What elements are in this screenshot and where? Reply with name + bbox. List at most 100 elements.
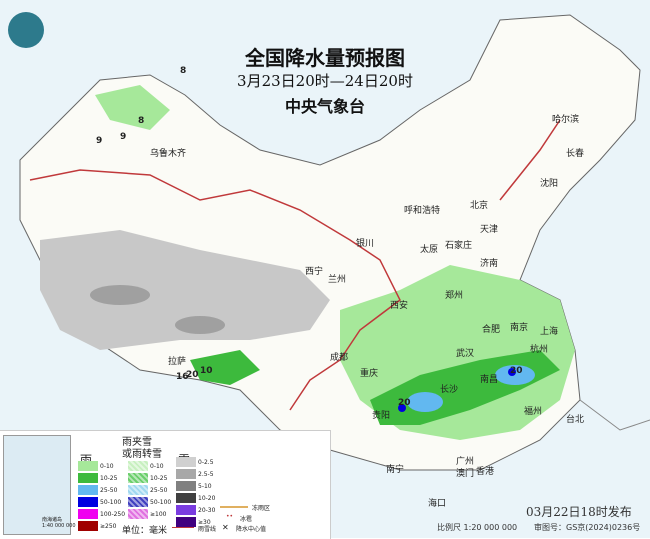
- sleet-swatch-label: 50-100: [150, 499, 172, 506]
- city-label: 广州: [456, 457, 475, 467]
- city-label: 银川: [356, 239, 375, 249]
- snow-swatch-label: 0-2.5: [198, 459, 214, 466]
- city-label: 南宁: [386, 465, 405, 475]
- city-label: 上海: [540, 327, 559, 337]
- rain-snow-line: [29, 119, 561, 411]
- center-value: 9: [120, 132, 127, 142]
- rain-swatch: [78, 473, 98, 483]
- city-label: 沈阳: [540, 179, 559, 189]
- scale-label: 比例尺 1:20 000 000: [437, 523, 518, 532]
- rain-area-tibet: [190, 350, 260, 385]
- legend: 南海诸岛 1:40 000 000 雨 雨夹雪 或雨转雪 雪 0-1010-25…: [0, 430, 331, 539]
- symbol-label: 冰雹: [240, 516, 253, 523]
- city-label: 合肥: [482, 325, 501, 335]
- center-value: 8: [138, 116, 145, 126]
- inset-label: 南海诸岛 1:40 000 000: [42, 517, 76, 529]
- city-label: 澳门: [456, 469, 475, 479]
- sleet-swatch: [128, 509, 148, 519]
- rain-swatch: [78, 509, 98, 519]
- rain-25-50-jiangxi: [495, 365, 535, 385]
- center-value: 10: [200, 366, 213, 376]
- sleet-swatch: [128, 497, 148, 507]
- rain-swatch-label: 50-100: [100, 499, 122, 506]
- city-label: 北京: [470, 201, 489, 211]
- rain-50-100-center: [398, 404, 406, 412]
- rain-swatch: [78, 461, 98, 471]
- snow-swatch-label: 20-30: [198, 507, 216, 514]
- south-china-sea-inset: 南海诸岛 1:40 000 000: [3, 435, 76, 535]
- sleet-swatch-label: 10-25: [150, 475, 168, 482]
- city-label: 香港: [476, 467, 495, 477]
- rain-swatch: [78, 497, 98, 507]
- issue-time: 03月22日18时发布: [526, 505, 632, 519]
- city-label: 石家庄: [445, 241, 473, 251]
- rain-swatch: [78, 521, 98, 531]
- hail-icon: ••: [226, 513, 234, 520]
- city-label: 南京: [510, 323, 529, 333]
- sleet-legend-title: 雨夹雪 或雨转雪: [122, 437, 162, 460]
- sleet-swatch: [128, 473, 148, 483]
- city-label: 海口: [428, 499, 447, 509]
- snow-swatch: [176, 493, 196, 503]
- snow-heavy-1: [90, 285, 150, 305]
- snow-area-west: [40, 230, 330, 350]
- sleet-swatch: [128, 485, 148, 495]
- rain-50-100-center: [508, 368, 516, 376]
- sleet-swatch-label: ≥100: [150, 511, 167, 518]
- city-label: 乌鲁木齐: [150, 149, 187, 159]
- city-label: 西安: [390, 301, 409, 311]
- rain-swatch-label: 100-250: [100, 511, 126, 518]
- snow-swatch-label: 2.5-5: [198, 471, 214, 478]
- city-label: 拉萨: [168, 357, 187, 367]
- city-label: 台北: [566, 415, 585, 425]
- center-value: 20: [510, 366, 523, 376]
- sleet-swatch-label: 0-10: [150, 463, 164, 470]
- snow-swatch-label: ≥30: [198, 519, 211, 526]
- city-label: 太原: [420, 245, 439, 255]
- rain-swatch-label: 25-50: [100, 487, 118, 494]
- city-label: 武汉: [456, 349, 475, 359]
- agency-name: 中央气象台: [284, 97, 365, 116]
- city-label: 郑州: [445, 291, 464, 301]
- snow-swatch: [176, 517, 196, 527]
- symbol-label: 冻雨区: [252, 505, 271, 512]
- snow-swatch-label: 5-10: [198, 483, 212, 490]
- city-label: 呼和浩特: [404, 206, 441, 216]
- center-value: 20: [398, 398, 411, 408]
- rain-swatch-label: ≥250: [100, 523, 117, 530]
- sleet-swatch: [128, 461, 148, 471]
- map-title: 全国降水量预报图: [245, 46, 405, 70]
- city-label: 天津: [480, 225, 499, 235]
- map-approval-number: 审图号：GS京(2024)0236号: [534, 523, 641, 532]
- center-value: 16: [176, 372, 189, 382]
- rain-snow-line-icon: [172, 527, 194, 528]
- cma-logo: [8, 12, 44, 48]
- center-value: 20: [186, 370, 199, 380]
- sleet-swatch-label: 25-50: [150, 487, 168, 494]
- city-label: 哈尔滨: [552, 115, 580, 125]
- rain-25-50-guizhou: [407, 392, 443, 412]
- city-label: 福州: [524, 407, 543, 417]
- snow-heavy-2: [175, 316, 225, 334]
- city-label: 南昌: [480, 375, 499, 385]
- city-label: 兰州: [328, 275, 347, 285]
- coastline-sea: [579, 399, 650, 431]
- snow-swatch: [176, 505, 196, 515]
- rain-swatch-label: 0-10: [100, 463, 114, 470]
- forecast-period: 3月23日20时—24日20时: [237, 72, 413, 90]
- snow-swatch: [176, 481, 196, 491]
- symbol-label: 降水中心值: [236, 526, 267, 533]
- center-value: 9: [96, 136, 103, 146]
- city-label: 西宁: [305, 267, 324, 277]
- city-label: 重庆: [360, 369, 379, 379]
- city-label: 长春: [566, 149, 585, 159]
- city-label: 成都: [330, 353, 349, 363]
- city-label: 长沙: [440, 385, 459, 395]
- snow-swatch: [176, 457, 196, 467]
- snow-swatch-label: 10-20: [198, 495, 216, 502]
- center-x-icon: ✕: [222, 523, 229, 532]
- unit-label: 单位：毫米: [122, 526, 168, 536]
- snow-swatch: [176, 469, 196, 479]
